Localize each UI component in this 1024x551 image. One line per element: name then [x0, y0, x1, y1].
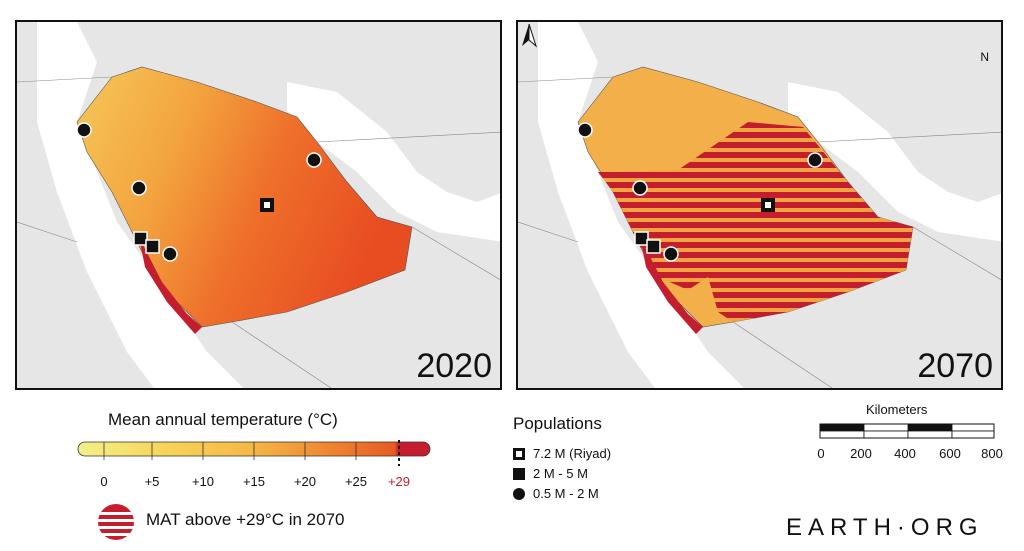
temperature-color-bar [77, 440, 431, 466]
overlay-stripe-icon [98, 504, 134, 540]
temperature-legend-title: Mean annual temperature (°C) [108, 410, 338, 429]
persian-gulf [788, 82, 1001, 242]
populations-title: Populations [513, 414, 602, 433]
north-label: N [980, 50, 989, 64]
scale-tick: 400 [894, 446, 916, 461]
north-arrow-icon [522, 23, 538, 48]
scale-bar [819, 423, 995, 439]
persian-gulf [287, 82, 500, 242]
city-circle [131, 180, 147, 196]
red-sea [538, 22, 744, 388]
overlay-label: MAT above +29°C in 2070 [146, 510, 345, 529]
map-panel-2070: N 2070 [516, 20, 1003, 390]
city-circle [76, 122, 92, 138]
tick-label: +10 [191, 474, 215, 489]
year-label-2020: 2020 [416, 347, 492, 385]
tick-label: +5 [144, 474, 160, 489]
scale-tick: 0 [817, 446, 825, 461]
city-square [133, 231, 148, 246]
tick-label: 0 [100, 474, 108, 489]
hollow-square-icon [513, 447, 525, 460]
tick-label: +20 [293, 474, 317, 489]
tick-label-threshold: +29 [387, 474, 411, 489]
square-icon [513, 467, 525, 480]
population-item: 7.2 M (Riyad) [513, 446, 611, 461]
scale-bar-title: Kilometers [866, 402, 928, 417]
saudi-arabia-2020 [76, 66, 413, 328]
coastal-hot-zone [139, 237, 202, 334]
scale-tick: 200 [850, 446, 872, 461]
circle-icon [513, 487, 525, 500]
city-circle [577, 122, 593, 138]
city-square [646, 239, 661, 254]
city-square [634, 231, 649, 246]
city-circle [306, 152, 322, 168]
city-circle [162, 246, 178, 262]
overlay-above-29 [598, 122, 913, 322]
brand-logo: EARTH·ORG [786, 514, 984, 541]
map-2020 [17, 22, 500, 388]
map-panel-2020: 2020 [15, 20, 502, 390]
city-circle [663, 246, 679, 262]
city-square [145, 239, 160, 254]
map-2070 [518, 22, 1001, 388]
tick-label: +25 [344, 474, 368, 489]
tick-label: +15 [242, 474, 266, 489]
scale-tick: 800 [981, 446, 1003, 461]
year-label-2070: 2070 [917, 347, 993, 385]
population-item: 0.5 M - 2 M [513, 486, 599, 501]
population-item: 2 M - 5 M [513, 466, 588, 481]
red-sea [37, 22, 243, 388]
coastal-hot-zone [640, 237, 703, 334]
city-circle [807, 152, 823, 168]
city-circle [632, 180, 648, 196]
scale-tick: 600 [939, 446, 961, 461]
